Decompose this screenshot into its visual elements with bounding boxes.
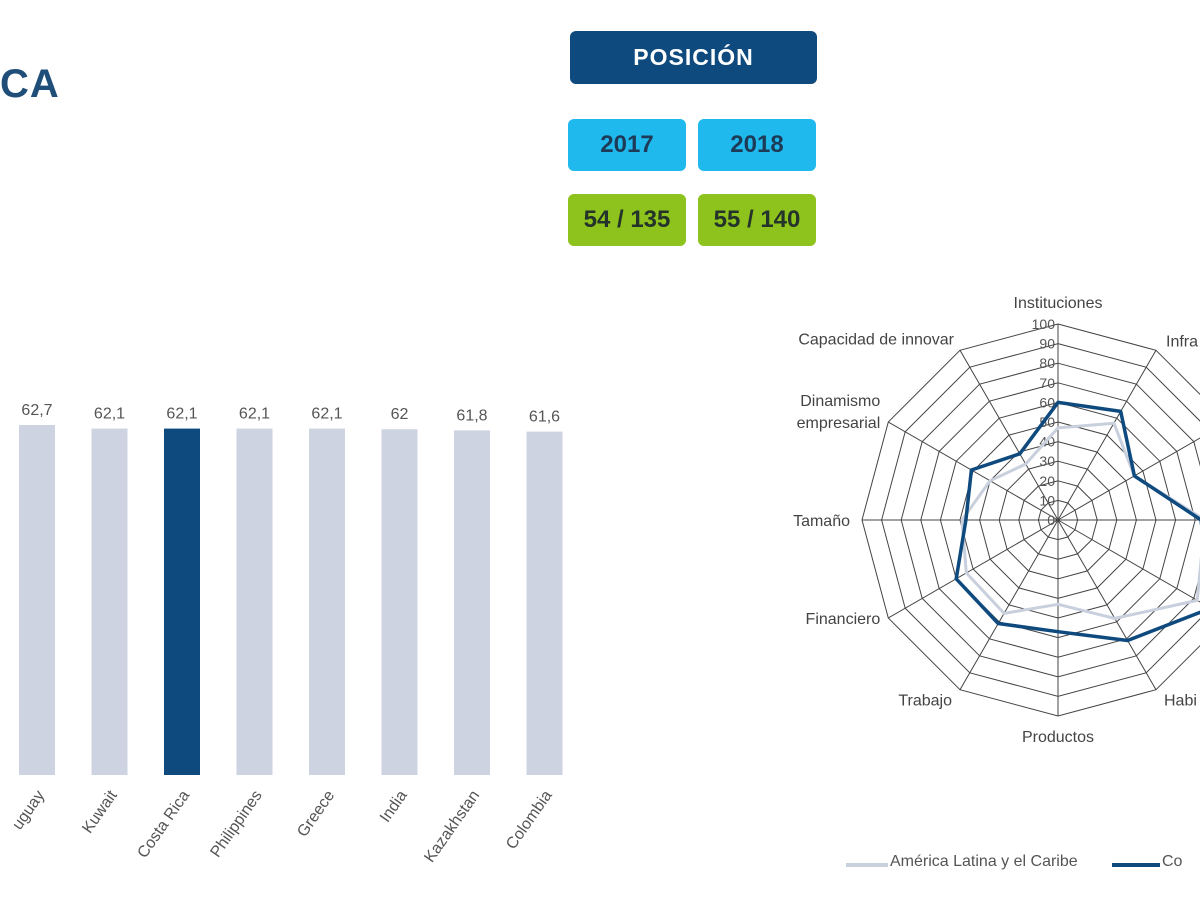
bar-value-label: 61,8 (456, 407, 487, 424)
radar-tick-label: 80 (1039, 355, 1055, 371)
year-2017-badge: 2017 (568, 119, 686, 171)
year-2018-badge: 2018 (698, 119, 816, 171)
bar-kazakhstan (454, 430, 490, 775)
radar-spoke (1057, 350, 1157, 521)
rank-2017-badge: 54 / 135 (568, 194, 686, 246)
radar-spoke (959, 519, 1059, 690)
radar-spoke (1057, 519, 1200, 603)
bar-category-label: Kazakhstan (421, 788, 483, 866)
radar-axis-label: Habi (1164, 693, 1197, 710)
bar-category-label: uguay (9, 788, 48, 833)
radar-axis-label: Trabajo (898, 693, 952, 710)
bar-colombia (526, 431, 563, 775)
bar-value-label: 62,1 (239, 406, 270, 423)
radar-tick-label: 90 (1039, 336, 1055, 352)
legend-label-country: Co (1162, 853, 1183, 870)
radar-axis-label: Financiero (806, 611, 881, 628)
bar-value-label: 62 (391, 406, 409, 423)
bar-india (381, 429, 418, 775)
bar-category-label: Colombia (503, 787, 556, 852)
radar-tick-label: 100 (1032, 316, 1056, 332)
radar-axis-label: Productos (1022, 729, 1094, 746)
radar-legend: América Latina y el Caribe Co (840, 848, 1200, 880)
rank-2018-badge: 55 / 140 (698, 194, 816, 246)
bar-category-label: Costa Rica (134, 787, 193, 861)
radar-axis-label: Tamaño (793, 513, 850, 530)
radar-series-region (960, 421, 1200, 620)
bar-kuwait (91, 428, 128, 775)
bar-value-label: 61,6 (529, 409, 560, 426)
bar-philippines (236, 428, 273, 775)
position-header: POSICIÓN (570, 31, 817, 84)
radar-axis-label: Instituciones (1014, 295, 1103, 312)
bar-greece (309, 428, 345, 775)
radar-tick-label: 60 (1039, 394, 1055, 410)
radar-chart: 0102030405060708090100InstitucionesInfra… (793, 295, 1200, 746)
radar-tick-label: 0 (1047, 512, 1055, 528)
radar-spoke (1057, 437, 1200, 521)
radar-axis-label: Dinamismo empresarial (797, 393, 881, 432)
radar-tick-label: 70 (1039, 375, 1055, 391)
bar-costa-rica (164, 428, 200, 775)
radar-tick-label: 10 (1039, 492, 1055, 508)
legend-swatch-region (846, 863, 888, 867)
bar-category-label: Kuwait (79, 787, 121, 837)
radar-spoke (1057, 519, 1157, 690)
radar-axis-label: Capacidad de innovar (798, 331, 954, 348)
radar-series-country (954, 400, 1200, 643)
bar-category-label: Philippines (207, 788, 265, 861)
bar-value-label: 62,1 (166, 406, 197, 423)
radar-spoke (959, 350, 1059, 521)
bar-uruguay (19, 425, 55, 775)
radar-spoke (888, 519, 1059, 619)
bar-value-label: 62,7 (21, 402, 52, 419)
bar-category-label: India (377, 787, 411, 825)
legend-label-region: América Latina y el Caribe (890, 853, 1078, 870)
radar-tick-label: 30 (1039, 453, 1055, 469)
bar-value-label: 62,1 (311, 406, 342, 423)
radar-axis-label: Infra (1166, 333, 1198, 350)
bar-category-label: Greece (294, 787, 338, 840)
bar-value-label: 62,1 (94, 406, 125, 423)
page-title: CA (0, 62, 60, 106)
bar-chart: 62,7 uguay 62,1 Kuwait 62,1 Costa Rica 62,1 Phi… (9, 402, 563, 866)
radar-tick-label: 50 (1039, 414, 1055, 430)
legend-swatch-country (1112, 863, 1160, 867)
radar-tick-label: 20 (1039, 473, 1055, 489)
